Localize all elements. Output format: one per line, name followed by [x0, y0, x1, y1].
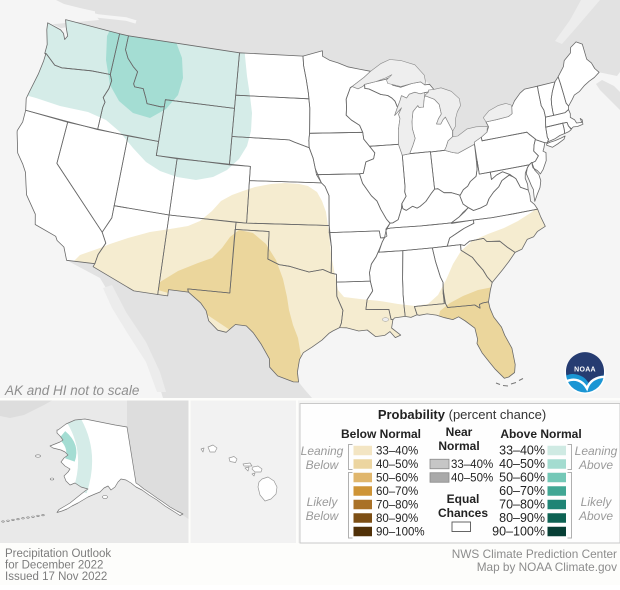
svg-text:60–70%: 60–70%: [376, 486, 418, 498]
svg-text:33–40%: 33–40%: [499, 444, 545, 458]
svg-text:for December 2022: for December 2022: [5, 560, 103, 572]
svg-text:Leaning: Leaning: [575, 444, 618, 458]
svg-text:40–50%: 40–50%: [451, 473, 493, 485]
svg-text:90–100%: 90–100%: [492, 525, 545, 539]
svg-text:33–40%: 33–40%: [451, 459, 493, 471]
svg-text:Equal: Equal: [447, 492, 480, 506]
svg-text:Below: Below: [306, 509, 340, 523]
svg-text:33–40%: 33–40%: [376, 446, 418, 458]
svg-text:AK and HI not to scale: AK and HI not to scale: [4, 383, 139, 398]
svg-text:Above Normal: Above Normal: [500, 427, 581, 441]
svg-text:50–60%: 50–60%: [499, 471, 545, 485]
svg-text:Probability (percent chance): Probability (percent chance): [378, 407, 546, 422]
svg-text:NOAA: NOAA: [574, 367, 596, 374]
svg-text:40–50%: 40–50%: [499, 457, 545, 471]
svg-text:Normal: Normal: [438, 439, 479, 453]
svg-text:40–50%: 40–50%: [376, 459, 418, 471]
svg-text:Chances: Chances: [438, 506, 488, 520]
svg-text:Issued 17 Nov 2022: Issued 17 Nov 2022: [5, 571, 107, 583]
svg-text:90–100%: 90–100%: [376, 527, 425, 539]
svg-text:Above: Above: [578, 509, 613, 523]
svg-text:60–70%: 60–70%: [499, 484, 545, 498]
svg-text:Likely: Likely: [307, 495, 339, 509]
svg-text:Near: Near: [446, 425, 473, 439]
svg-text:NWS Climate Prediction Center: NWS Climate Prediction Center: [452, 547, 617, 561]
svg-text:Above: Above: [578, 458, 613, 472]
svg-text:80–90%: 80–90%: [376, 513, 418, 525]
svg-text:Below: Below: [306, 458, 340, 472]
svg-text:70–80%: 70–80%: [499, 498, 545, 512]
svg-text:Likely: Likely: [581, 495, 613, 509]
svg-text:Below Normal: Below Normal: [341, 427, 421, 441]
svg-text:Leaning: Leaning: [301, 444, 344, 458]
svg-text:50–60%: 50–60%: [376, 473, 418, 485]
svg-text:70–80%: 70–80%: [376, 500, 418, 512]
svg-text:80–90%: 80–90%: [499, 511, 545, 525]
svg-text:Precipitation Outlook: Precipitation Outlook: [5, 548, 111, 560]
svg-text:Map by NOAA Climate.gov: Map by NOAA Climate.gov: [477, 560, 617, 574]
